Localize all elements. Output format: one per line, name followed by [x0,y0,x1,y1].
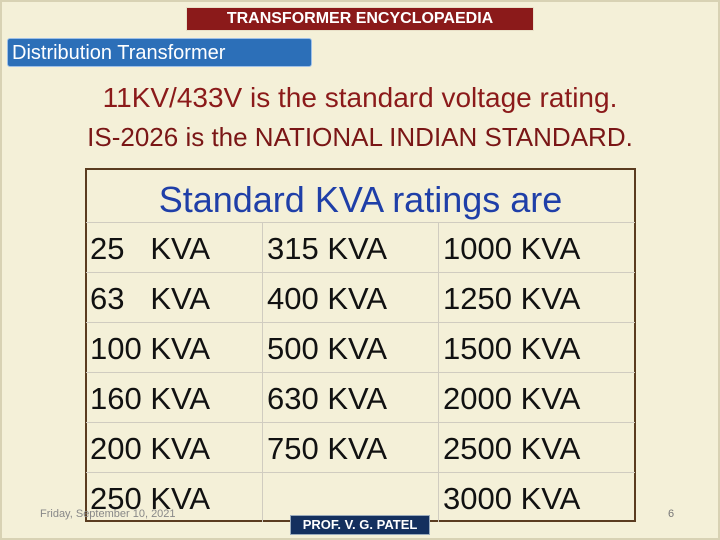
table-cell: 1500 KVA [443,331,581,366]
grid-line [262,222,263,522]
table-cell: 3000 KVA [443,481,581,516]
table-cell: 315 KVA [267,231,388,266]
grid-line [86,272,635,273]
table-cell: 400 KVA [267,281,388,316]
statement: IS-2026 is the NATIONAL INDIAN STANDARD. [87,122,633,152]
grid-line [86,222,635,223]
table-cell: 500 KVA [267,331,388,366]
grid-line [86,422,635,423]
grid-line [438,222,439,522]
section-title: Distribution Transformer [7,38,312,67]
table-cell: 750 KVA [267,431,388,466]
table-cell: 2500 KVA [443,431,581,466]
statement: 11KV/433V is the standard voltage rating… [102,82,618,113]
grid-line [86,472,635,473]
table-cell: 1000 KVA [443,231,581,266]
table-cell: 63 KVA [90,281,211,316]
footer-date: Friday, September 10, 2021 [40,508,176,520]
table-cell: 250 KVA [90,481,211,516]
grid-line [86,322,635,323]
table-cell: 160 KVA [90,381,211,416]
table-cell: 100 KVA [90,331,211,366]
page-number: 6 [668,508,675,520]
table-cell: 2000 KVA [443,381,581,416]
table-cell: 630 KVA [267,381,388,416]
table-cell: 25 KVA [90,231,211,266]
table-cell: 1250 KVA [443,281,581,316]
table-cell: 200 KVA [90,431,211,466]
footer-author: PROF. V. G. PATEL [290,515,430,535]
table-heading: Standard KVA ratings are [158,179,563,220]
grid-line [86,372,635,373]
banner: TRANSFORMER ENCYCLOPAEDIA [186,7,534,31]
